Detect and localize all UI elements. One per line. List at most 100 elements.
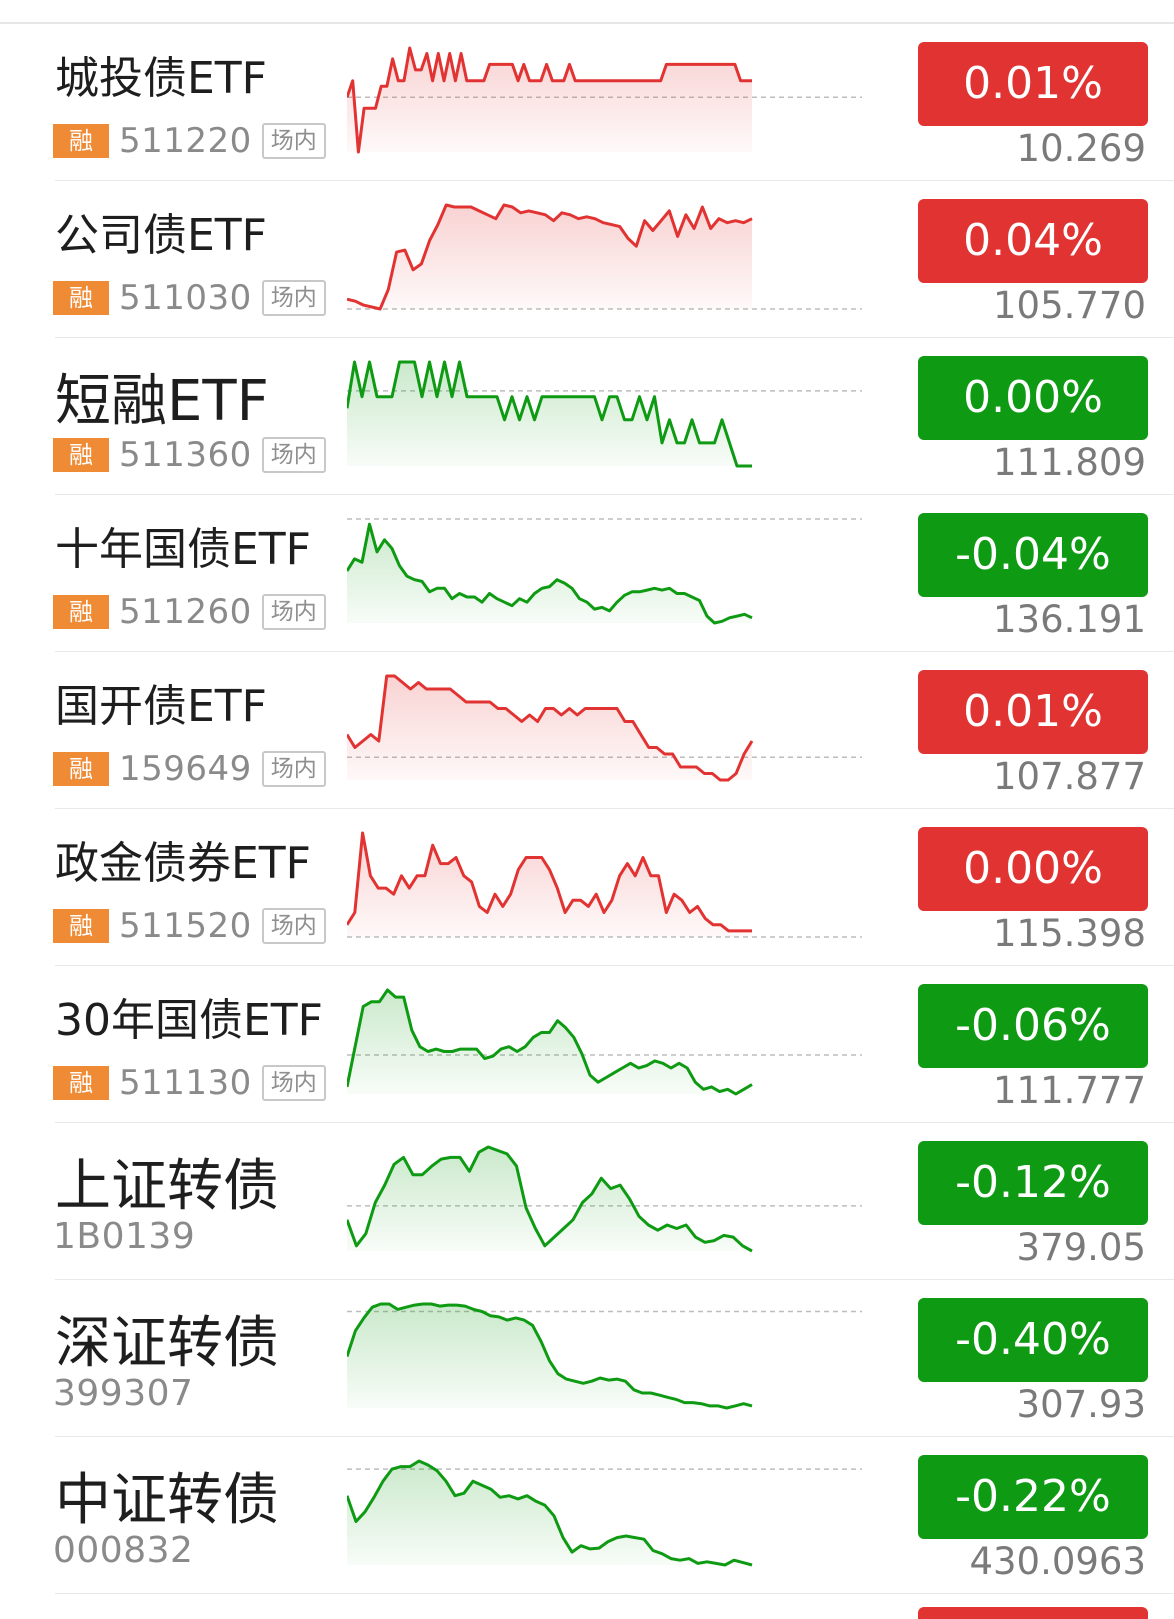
sparkline-line (347, 360, 752, 468)
quote-row[interactable]: 政金债券ETF 融 511520 场内 0.00% 115.398 (0, 809, 1174, 966)
security-code: 511520 (119, 906, 252, 946)
sparkline-area (347, 676, 752, 780)
security-name: 深证转债 (55, 1311, 279, 1376)
sparkline-line (347, 1459, 753, 1567)
row-divider (55, 1122, 1174, 1123)
security-meta: 融 511260 场内 (53, 592, 326, 632)
sparkline-area (347, 362, 752, 466)
exchange-tag: 场内 (261, 908, 326, 944)
security-meta: 融 511360 场内 (53, 435, 326, 475)
last-price: 105.770 (992, 284, 1146, 327)
security-meta: 融 159649 场内 (53, 749, 326, 789)
quote-row[interactable]: 短融ETF 融 511360 场内 0.00% 111.809 (0, 338, 1174, 495)
sparkline-line (347, 831, 752, 933)
security-name: 城投债ETF (55, 53, 267, 104)
change-percent-badge[interactable]: -0.22% (918, 1455, 1148, 1539)
sparkline-area (347, 205, 752, 309)
security-code: 511260 (119, 592, 252, 632)
last-price: 10.269 (1016, 127, 1146, 170)
security-meta: 融 511130 场内 (53, 1063, 326, 1103)
security-name: 短融ETF (55, 369, 269, 434)
quote-row[interactable]: 公司债ETF 融 511030 场内 0.04% 105.770 (0, 181, 1174, 338)
security-meta: 399307 (53, 1373, 203, 1414)
sparkline-chart (347, 203, 862, 311)
sparkline-chart (347, 360, 862, 468)
security-meta: 000832 (53, 1529, 203, 1571)
sparkline-chart (347, 46, 862, 154)
rong-badge: 融 (53, 595, 109, 629)
last-price: 115.398 (992, 912, 1146, 955)
quote-row[interactable]: 30年国债ETF 融 511130 场内 -0.06% 111.777 (0, 966, 1174, 1123)
row-divider (55, 1436, 1174, 1437)
last-price: 379.05 (1016, 1226, 1146, 1269)
quote-row[interactable]: 深证转债 399307 -0.40% 307.93 (0, 1280, 1174, 1437)
sparkline-chart (347, 518, 862, 625)
security-code: 511220 (119, 121, 252, 161)
quote-row[interactable]: 十年国债ETF 融 511260 场内 -0.04% 136.191 (0, 495, 1174, 652)
quote-row[interactable]: 上证转债 1B0139 -0.12% 379.05 (0, 1123, 1174, 1280)
row-divider (55, 965, 1174, 966)
sparkline-area (347, 1147, 752, 1251)
exchange-tag: 场内 (261, 437, 326, 473)
quote-row[interactable]: 中证转债 000832 -0.22% 430.0963 (0, 1437, 1174, 1594)
row-divider (55, 337, 1174, 338)
security-name: 中证转债 (55, 1468, 279, 1533)
row-divider (55, 651, 1174, 652)
next-change-badge-peek[interactable] (918, 1607, 1148, 1619)
security-meta: 融 511030 场内 (53, 278, 326, 318)
change-percent-badge[interactable]: 0.00% (918, 356, 1148, 440)
sparkline-area (347, 48, 752, 152)
sparkline-line (347, 522, 753, 625)
security-code: 159649 (119, 749, 252, 789)
sparkline-area (347, 524, 752, 623)
security-code: 000832 (53, 1529, 194, 1571)
rong-badge: 融 (53, 1066, 109, 1100)
sparkline-chart (347, 831, 862, 938)
change-percent-badge[interactable]: -0.40% (918, 1298, 1148, 1382)
security-meta: 融 511520 场内 (53, 906, 326, 946)
change-percent-badge[interactable]: -0.12% (918, 1141, 1148, 1225)
last-price: 111.809 (992, 441, 1146, 484)
sparkline-line (347, 988, 753, 1096)
rong-badge: 融 (53, 752, 109, 786)
exchange-tag: 场内 (261, 123, 326, 159)
security-code: 511130 (119, 1063, 252, 1103)
quote-row[interactable]: 国开债ETF 融 159649 场内 0.01% 107.877 (0, 652, 1174, 809)
last-price: 307.93 (1016, 1383, 1146, 1426)
exchange-tag: 场内 (261, 751, 326, 787)
quote-row[interactable]: 城投债ETF 融 511220 场内 0.01% 10.269 (0, 24, 1174, 181)
security-name: 十年国债ETF (55, 524, 311, 575)
last-price: 111.777 (992, 1069, 1146, 1112)
sparkline-line (347, 1302, 753, 1410)
last-price: 107.877 (992, 755, 1146, 798)
change-percent-badge[interactable]: -0.04% (918, 513, 1148, 597)
exchange-tag: 场内 (261, 280, 326, 316)
row-divider (55, 180, 1174, 181)
security-name: 上证转债 (55, 1154, 279, 1219)
security-name: 国开债ETF (55, 681, 267, 732)
security-code: 511360 (119, 435, 252, 475)
security-code: 511030 (119, 278, 252, 318)
rong-badge: 融 (53, 909, 109, 943)
sparkline-area (347, 990, 752, 1094)
sparkline-chart (347, 1302, 862, 1410)
rong-badge: 融 (53, 281, 109, 315)
sparkline-chart (347, 988, 862, 1096)
rong-badge: 融 (53, 124, 109, 158)
rong-badge: 融 (53, 438, 109, 472)
top-divider (0, 22, 1174, 24)
security-name: 政金债券ETF (55, 838, 311, 889)
change-percent-badge[interactable]: 0.04% (918, 199, 1148, 283)
exchange-tag: 场内 (261, 1065, 326, 1101)
row-divider (55, 1279, 1174, 1280)
change-percent-badge[interactable]: -0.06% (918, 984, 1148, 1068)
change-percent-badge[interactable]: 0.01% (918, 670, 1148, 754)
sparkline-area (347, 1461, 752, 1565)
sparkline-line (347, 46, 752, 154)
change-percent-badge[interactable]: 0.00% (918, 827, 1148, 911)
sparkline-area (347, 833, 752, 937)
last-price: 136.191 (992, 598, 1146, 641)
security-code: 1B0139 (53, 1215, 196, 1257)
change-percent-badge[interactable]: 0.01% (918, 42, 1148, 126)
sparkline-line (347, 674, 754, 782)
